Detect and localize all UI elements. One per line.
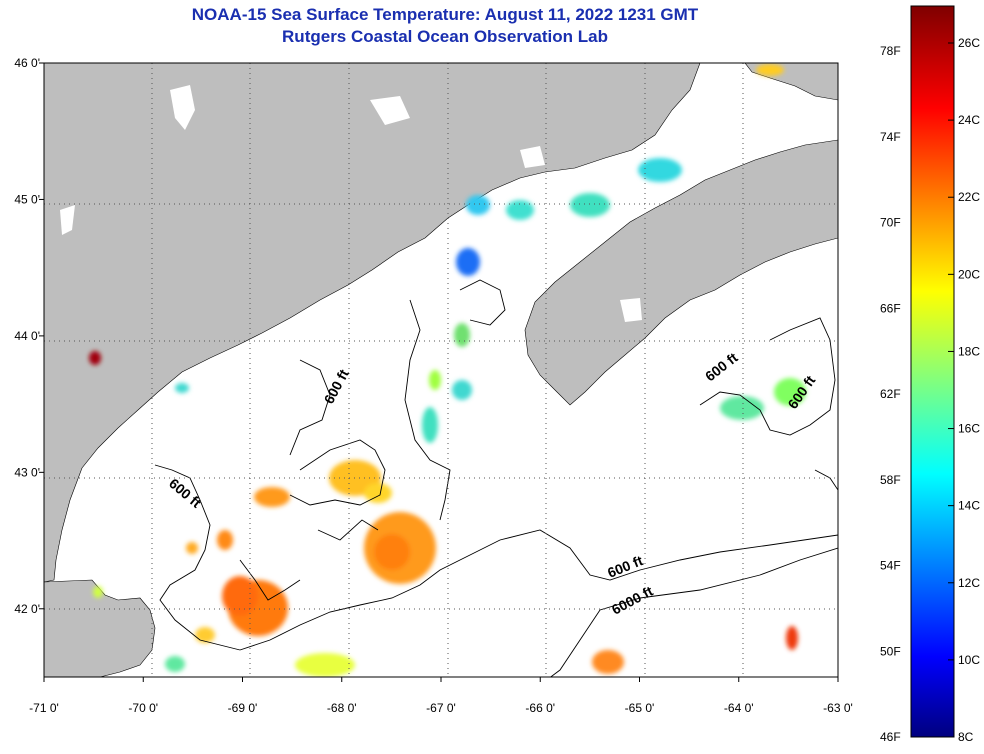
mainland-land xyxy=(44,63,701,583)
x-tick-label: -70 0' xyxy=(128,701,158,715)
colorbar-f-label: 58F xyxy=(880,473,901,487)
y-tick-label: 45 0' xyxy=(14,192,40,206)
y-tick-label: 42 0' xyxy=(14,602,40,616)
colorbar-c-label: 12C xyxy=(958,576,980,590)
colorbar-f-label: 70F xyxy=(880,216,901,230)
colorbar-c-label: 24C xyxy=(958,113,980,127)
sst-data xyxy=(89,64,806,677)
y-tick-label: 44 0' xyxy=(14,329,40,343)
x-tick-label: -64 0' xyxy=(724,701,754,715)
x-tick-label: -69 0' xyxy=(228,701,258,715)
lakes xyxy=(60,85,642,322)
massachusetts-land xyxy=(44,579,156,677)
y-tick-label: 46 0' xyxy=(14,56,40,70)
colorbar-c-label: 16C xyxy=(958,422,980,436)
colorbar-f-label: 46F xyxy=(880,730,901,744)
depth-contours xyxy=(154,279,838,677)
x-tick-label: -63 0' xyxy=(823,701,853,715)
colorbar-c-label: 10C xyxy=(958,653,980,667)
colorbar-f-label: 54F xyxy=(880,559,901,573)
colorbar-c-label: 8C xyxy=(958,730,974,744)
colorbar-f-label: 62F xyxy=(880,387,901,401)
colorbar-c-label: 20C xyxy=(958,267,980,281)
colorbar-c-label: 18C xyxy=(958,344,980,358)
y-tick-label: 43 0' xyxy=(14,465,40,479)
x-tick-label: -71 0' xyxy=(29,701,59,715)
map-subtitle: Rutgers Coastal Ocean Observation Lab xyxy=(282,27,608,46)
colorbar-c-label: 14C xyxy=(958,499,980,513)
x-tick-label: -67 0' xyxy=(426,701,456,715)
colorbar-f-label: 78F xyxy=(880,44,901,58)
nova-scotia-land xyxy=(524,139,838,406)
colorbar-f-label: 66F xyxy=(880,301,901,315)
map-title: NOAA-15 Sea Surface Temperature: August … xyxy=(191,5,699,24)
x-tick-label: -68 0' xyxy=(327,701,357,715)
colorbar xyxy=(910,5,955,738)
colorbar-f-label: 74F xyxy=(880,130,901,144)
colorbar-c-label: 22C xyxy=(958,190,980,204)
x-tick-label: -66 0' xyxy=(525,701,555,715)
colorbar-f-label: 50F xyxy=(880,644,901,658)
x-tick-label: -65 0' xyxy=(625,701,655,715)
colorbar-c-label: 26C xyxy=(958,36,980,50)
